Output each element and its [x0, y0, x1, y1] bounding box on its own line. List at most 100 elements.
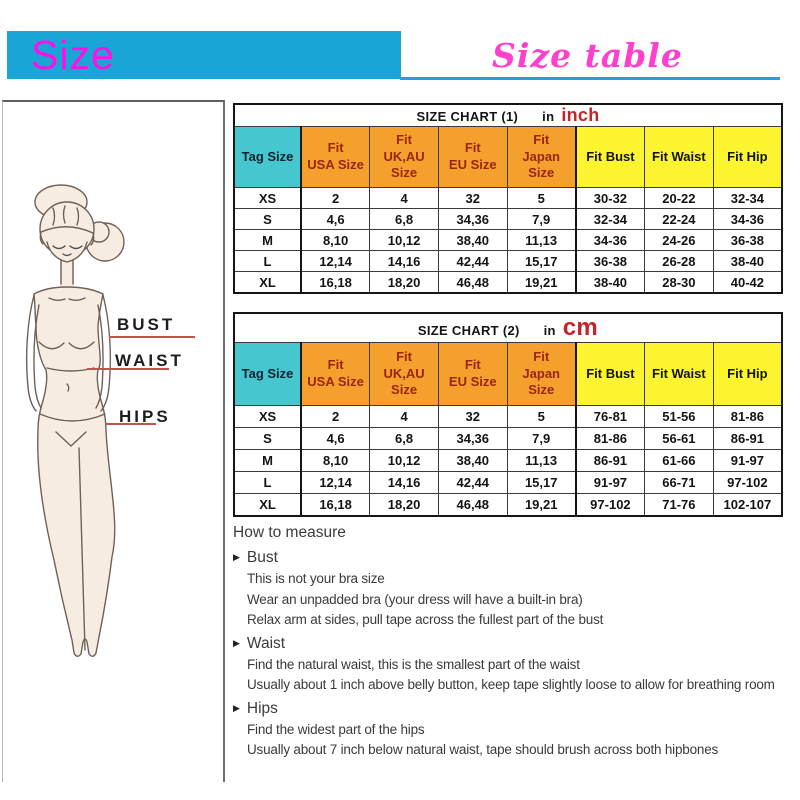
tag-size-cell: L [233, 471, 302, 494]
size-cell: 7,9 [506, 427, 577, 450]
size-cell: 51-56 [644, 405, 714, 428]
size-cell: 102-107 [712, 493, 783, 517]
tag-size-cell: XS [233, 187, 302, 209]
column-header: Fit UK,AU Size [369, 342, 439, 406]
table-row: XS 2 4 32 5 30-32 20-22 32-34 [233, 187, 783, 209]
bullet-triangle-icon: ▶ [233, 552, 240, 562]
column-header: Fit EU Size [437, 126, 508, 188]
table-title-row: SIZE CHART (1) in inch [233, 103, 783, 127]
size-cell: 71-76 [644, 493, 714, 517]
size-cell: 18,20 [369, 271, 439, 294]
unit-prefix: in [542, 109, 555, 124]
size-cell: 86-91 [575, 449, 646, 472]
size-cell: 19,21 [506, 493, 577, 517]
size-cell: 38,40 [437, 449, 508, 472]
measure-instruction: Wear an unpadded bra (your dress will ha… [247, 591, 583, 607]
table-row: S 4,6 6,8 34,36 7,9 32-34 22-24 34-36 [233, 208, 783, 230]
table-header-row: Tag Size Fit USA Size Fit UK,AU Size Fit… [233, 126, 783, 188]
measure-section-bust: ▶ Bust This is not your bra size Wear an … [233, 549, 799, 631]
size-chart-inch-table: SIZE CHART (1) in inch Tag Size Fit USA Si… [233, 103, 783, 294]
size-cell: 4 [369, 405, 439, 428]
measure-heading-label: Hips [246, 699, 278, 717]
size-cell: 38-40 [712, 250, 783, 272]
size-cell: 10,12 [369, 229, 439, 251]
size-cell: 2 [300, 405, 371, 428]
size-cell: 81-86 [712, 405, 783, 428]
bust-label: BUST [117, 315, 176, 334]
size-cell: 97-102 [712, 471, 783, 494]
size-cell: 32-34 [575, 208, 646, 230]
tag-size-cell: S [233, 427, 302, 450]
size-cell: 34-36 [712, 208, 783, 230]
measure-instruction: This is not your bra size [247, 571, 385, 586]
size-cell: 6,8 [369, 208, 439, 230]
table-row: XL 16,18 18,20 46,48 19,21 38-40 28-30 40-42 [233, 271, 783, 294]
tag-size-cell: XL [233, 271, 302, 294]
size-cell: 8,10 [300, 449, 371, 472]
table-header-row: Tag Size Fit USA Size Fit UK,AU Size Fit… [233, 342, 783, 406]
table-row: XS 2 4 32 5 76-81 51-56 81-86 [233, 405, 783, 428]
column-header: Fit Hip [712, 342, 783, 406]
table-row: L 12,14 14,16 42,44 15,17 91-97 66-71 97-102 [233, 471, 783, 494]
size-cell: 10,12 [369, 449, 439, 472]
column-header: Fit USA Size [300, 126, 371, 188]
hips-callout-line [106, 423, 156, 425]
size-cell: 34-36 [575, 229, 646, 251]
size-cell: 42,44 [437, 471, 508, 494]
column-header: Fit Waist [644, 126, 714, 188]
table-row: L 12,14 14,16 42,44 15,17 36-38 26-28 38-40 [233, 250, 783, 272]
size-cell: 32 [437, 405, 508, 428]
size-cell: 86-91 [712, 427, 783, 450]
size-cell: 81-86 [575, 427, 646, 450]
size-cell: 32 [437, 187, 508, 209]
size-cell: 14,16 [369, 250, 439, 272]
size-cell: 38,40 [437, 229, 508, 251]
size-cell: 56-61 [644, 427, 714, 450]
how-to-measure-section: How to measure ▶ Bust This is not your br… [233, 524, 799, 765]
column-header: Fit Japan Size [506, 342, 577, 406]
size-cell: 97-102 [575, 493, 646, 517]
chart-title: SIZE CHART (1) [416, 109, 519, 124]
table-row: M 8,10 10,12 38,40 11,13 34-36 24-26 36-38 [233, 229, 783, 251]
measure-heading: ▶ Hips [233, 700, 799, 718]
female-figure-sketch [25, 184, 125, 657]
size-cell: 42,44 [437, 250, 508, 272]
size-cell: 4,6 [300, 208, 371, 230]
size-cell: 4,6 [300, 427, 371, 450]
measure-heading-label: Bust [246, 549, 278, 566]
size-cell: 16,18 [300, 493, 371, 517]
size-cell: 12,14 [300, 471, 371, 494]
column-header: Fit Bust [575, 342, 646, 406]
size-cell: 16,18 [300, 271, 371, 294]
measure-instruction: Usually about 7 inch below natural waist… [247, 742, 719, 757]
size-cell: 8,10 [300, 229, 371, 251]
size-cell: 38-40 [575, 271, 646, 294]
unit-prefix: in [543, 323, 556, 338]
column-header: Fit Japan Size [506, 126, 577, 188]
measure-instruction: Relax arm at sides, pull tape across the… [247, 612, 604, 627]
size-cell: 2 [300, 187, 371, 209]
unit-label: inch [561, 105, 600, 125]
how-to-measure-title: How to measure [233, 524, 346, 541]
measure-instruction: Find the natural waist, this is the smal… [247, 656, 580, 672]
size-cell: 15,17 [506, 471, 577, 494]
tag-size-cell: L [233, 250, 302, 272]
table-row: XL 16,18 18,20 46,48 19,21 97-102 71-76 102-107 [233, 493, 783, 517]
column-header: Fit Bust [575, 126, 646, 188]
size-cell: 6,8 [369, 427, 439, 450]
column-header: Tag Size [233, 342, 302, 406]
size-cell: 26-28 [644, 250, 714, 272]
tag-size-cell: M [233, 449, 302, 472]
size-cell: 14,16 [369, 471, 439, 494]
measure-instruction: Usually about 1 inch above belly button,… [247, 677, 775, 692]
size-cell: 11,13 [506, 229, 577, 251]
size-cell: 4 [369, 187, 439, 209]
size-cell: 7,9 [506, 208, 577, 230]
size-cell: 15,17 [506, 250, 577, 272]
measure-instruction: Find the widest part of the hips [247, 721, 425, 737]
tag-size-cell: S [233, 208, 302, 230]
size-cell: 91-97 [712, 449, 783, 472]
table-title-row: SIZE CHART (2) in cm [233, 312, 783, 343]
measure-heading: ▶ Bust [233, 549, 799, 567]
